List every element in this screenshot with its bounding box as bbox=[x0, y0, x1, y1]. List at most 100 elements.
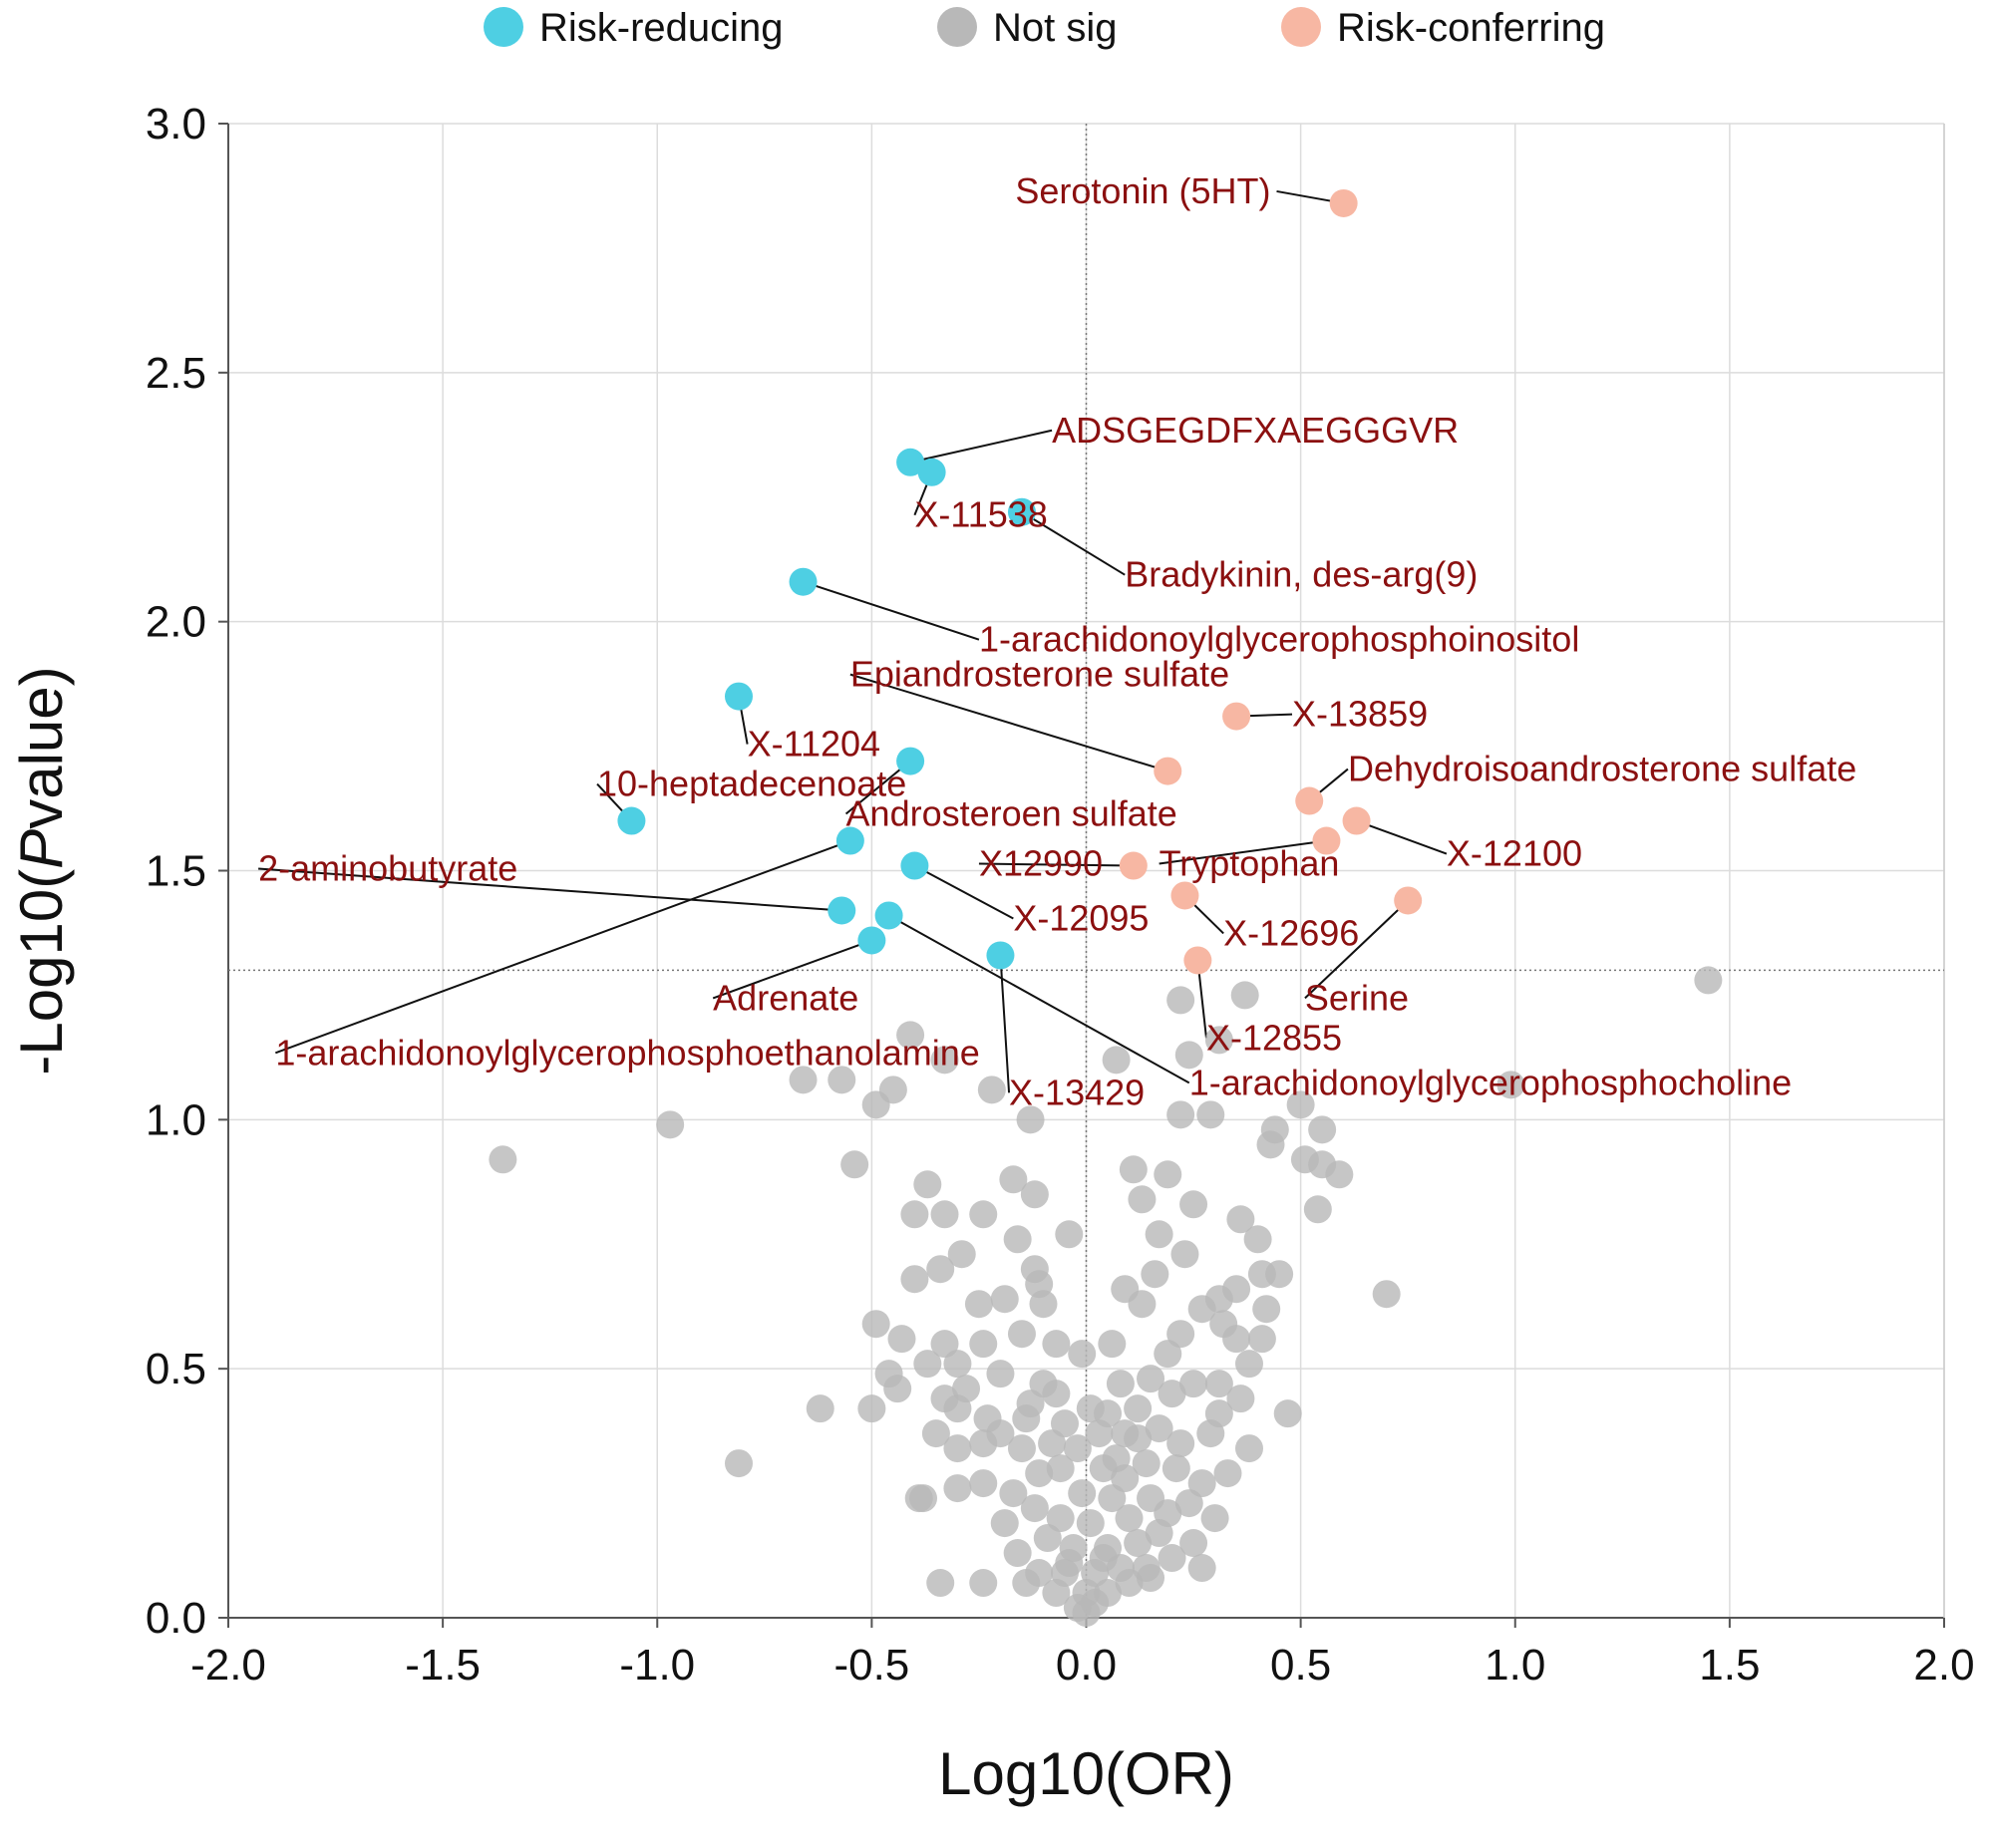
not-sig-point bbox=[1042, 1330, 1071, 1359]
not-sig-point bbox=[1166, 1100, 1195, 1129]
not-sig-point bbox=[1050, 1409, 1079, 1438]
risk-reducing-point bbox=[900, 851, 929, 880]
not-sig-point bbox=[1234, 1434, 1263, 1463]
connector-line bbox=[274, 839, 851, 1055]
point-label: Androsteroen sulfate bbox=[846, 793, 1177, 834]
not-sig-point bbox=[878, 1076, 907, 1104]
x-tick-label: -0.5 bbox=[833, 1641, 909, 1690]
point-label: X12990 bbox=[979, 842, 1103, 883]
not-sig-point bbox=[943, 1350, 972, 1379]
risk-conferring-point bbox=[1312, 826, 1341, 855]
point-label: ADSGEGDFXAEGGGVR bbox=[1052, 410, 1459, 451]
not-sig-point bbox=[977, 1076, 1006, 1104]
not-sig-point bbox=[1308, 1115, 1337, 1144]
not-sig-point bbox=[1115, 1569, 1144, 1598]
not-sig-point bbox=[1145, 1220, 1173, 1249]
not-sig-point bbox=[1179, 1529, 1208, 1558]
risk-reducing-point bbox=[724, 682, 753, 711]
not-sig-point bbox=[930, 1046, 959, 1075]
not-sig-point bbox=[1042, 1579, 1071, 1608]
not-sig-point bbox=[1046, 1454, 1075, 1483]
y-tick-label: 2.0 bbox=[146, 598, 206, 647]
not-sig-point bbox=[1119, 1155, 1148, 1184]
not-sig-point bbox=[857, 1394, 886, 1423]
grid bbox=[227, 123, 1945, 1619]
not-sig-point bbox=[1012, 1404, 1041, 1433]
not-sig-point bbox=[1033, 1524, 1062, 1553]
not-sig-point bbox=[1196, 1419, 1225, 1448]
not-sig-point bbox=[1265, 1260, 1294, 1289]
not-sig-point bbox=[1303, 1195, 1332, 1224]
not-sig-point bbox=[1046, 1504, 1075, 1533]
not-sig-point bbox=[1102, 1444, 1131, 1473]
not-sig-point bbox=[1098, 1484, 1127, 1513]
point-label: X-13429 bbox=[1009, 1072, 1145, 1112]
legend-swatch-risk-conferring bbox=[1281, 7, 1321, 47]
not-sig-point bbox=[1003, 1539, 1032, 1568]
not-sig-point bbox=[990, 1509, 1019, 1538]
not-sig-point bbox=[1222, 1275, 1251, 1304]
not-sig-point bbox=[1174, 1489, 1203, 1518]
not-sig-point bbox=[1124, 1424, 1153, 1453]
not-sig-point bbox=[1016, 1105, 1045, 1134]
not-sig-point bbox=[969, 1429, 998, 1458]
not-sig-point bbox=[930, 1200, 959, 1229]
point-label: X-12095 bbox=[1013, 897, 1149, 938]
not-sig-point bbox=[999, 1165, 1028, 1194]
legend-label-risk-reducing: Risk-reducing bbox=[539, 6, 784, 50]
not-sig-point bbox=[1158, 1380, 1186, 1408]
point-label: 10-heptadecenoate bbox=[597, 764, 906, 804]
not-sig-point bbox=[789, 1066, 818, 1094]
risk-reducing-point bbox=[789, 567, 818, 596]
not-sig-point bbox=[1166, 1429, 1195, 1458]
connector-line bbox=[909, 429, 1053, 463]
not-sig-point bbox=[1286, 1090, 1315, 1119]
connector-line bbox=[1021, 510, 1126, 576]
not-sig-point bbox=[1137, 1365, 1165, 1393]
risk-conferring-point bbox=[1222, 702, 1251, 731]
not-sig-point bbox=[1124, 1394, 1153, 1423]
not-sig-point bbox=[1038, 1429, 1067, 1458]
not-sig-point bbox=[1243, 1225, 1272, 1254]
not-sig-point bbox=[1187, 1554, 1216, 1583]
risk-conferring-point bbox=[1119, 851, 1148, 880]
not-sig-point bbox=[1124, 1529, 1153, 1558]
data-points bbox=[489, 188, 1723, 1628]
risk-reducing-point bbox=[986, 941, 1015, 970]
not-sig-point bbox=[1055, 1220, 1084, 1249]
not-sig-point bbox=[1213, 1459, 1242, 1488]
not-sig-point bbox=[1145, 1414, 1173, 1443]
risk-conferring-point bbox=[1394, 886, 1423, 915]
not-sig-point bbox=[1068, 1479, 1097, 1508]
not-sig-point bbox=[828, 1066, 856, 1094]
y-tick-label: 3.0 bbox=[146, 100, 206, 149]
x-tick-label: 0.5 bbox=[1270, 1641, 1331, 1690]
not-sig-point bbox=[1042, 1380, 1071, 1408]
connector-line bbox=[1356, 819, 1448, 855]
x-tick-label: 1.0 bbox=[1485, 1641, 1545, 1690]
not-sig-point bbox=[990, 1285, 1019, 1314]
not-sig-point bbox=[489, 1145, 517, 1174]
legend-swatch-not-sig bbox=[937, 7, 977, 47]
not-sig-point bbox=[1166, 986, 1195, 1015]
point-label: Adrenate bbox=[713, 977, 858, 1018]
not-sig-point bbox=[1174, 1041, 1203, 1070]
not-sig-point bbox=[656, 1110, 685, 1139]
not-sig-point bbox=[969, 1569, 998, 1598]
connector-line bbox=[1159, 839, 1327, 865]
not-sig-point bbox=[1085, 1419, 1114, 1448]
risk-reducing-point bbox=[896, 747, 925, 775]
point-label: Epiandrosterone sulfate bbox=[850, 654, 1229, 695]
risk-conferring-point bbox=[1329, 188, 1358, 217]
connector-line bbox=[712, 939, 872, 1000]
risk-reducing-point bbox=[896, 448, 925, 476]
point-label: Serine bbox=[1305, 977, 1409, 1018]
not-sig-point bbox=[1007, 1434, 1036, 1463]
not-sig-point bbox=[1076, 1394, 1105, 1423]
risk-reducing-point bbox=[617, 806, 646, 835]
legend-swatch-risk-reducing bbox=[484, 7, 523, 47]
not-sig-point bbox=[883, 1375, 912, 1403]
not-sig-point bbox=[943, 1434, 972, 1463]
not-sig-point bbox=[1076, 1509, 1105, 1538]
